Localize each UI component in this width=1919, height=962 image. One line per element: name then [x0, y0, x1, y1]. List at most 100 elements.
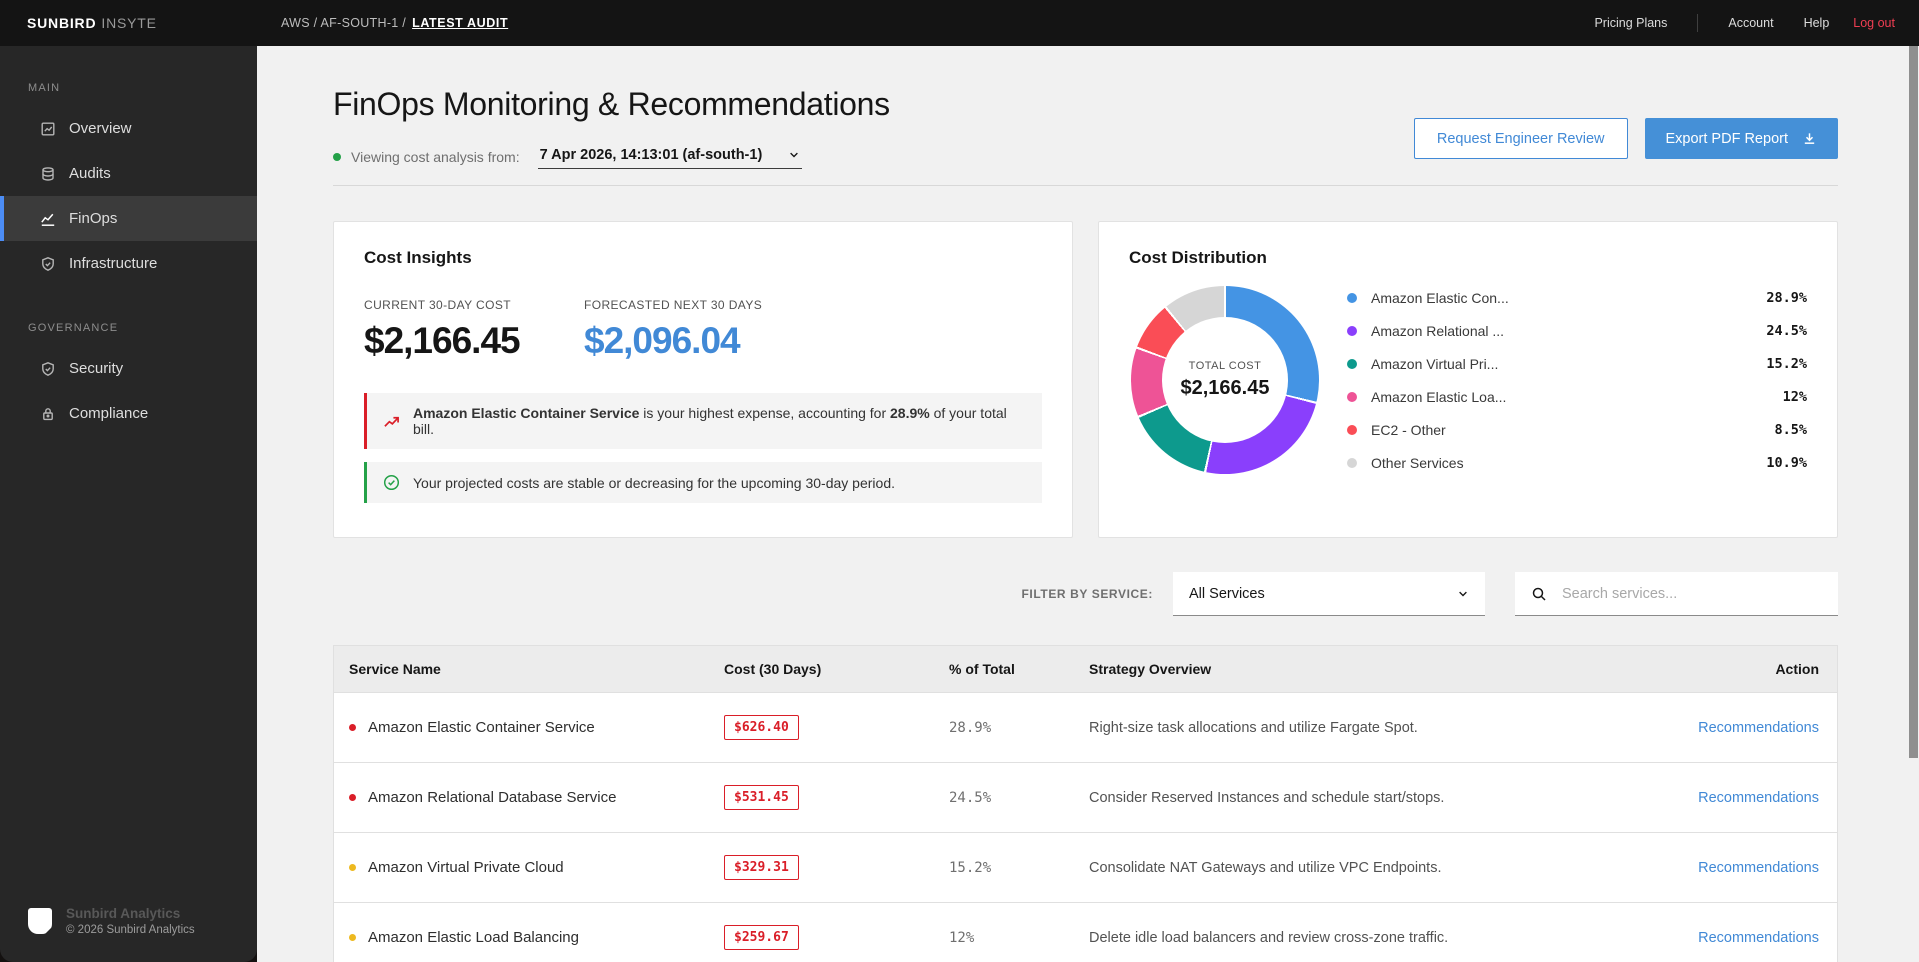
total-cost-value: $2,166.45 — [1180, 377, 1270, 399]
nav-help[interactable]: Help — [1803, 16, 1830, 30]
snapshot-value: 7 Apr 2026, 14:13:01 (af-south-1) — [539, 147, 763, 163]
action-cell: Recommendations — [1637, 719, 1819, 737]
legend-percent: 28.9% — [1766, 289, 1807, 306]
scrollbar-thumb[interactable] — [1909, 46, 1918, 758]
cost-cell: $531.45 — [724, 785, 949, 810]
legend-label: Other Services — [1371, 454, 1464, 471]
service-name-cell: Amazon Elastic Container Service — [349, 719, 724, 736]
services-table: Service Name Cost (30 Days) % of Total Stra… — [333, 645, 1838, 962]
column-header-strategy-overview: Strategy Overview — [1089, 661, 1212, 677]
service-name-cell: Amazon Elastic Load Balancing — [349, 929, 724, 946]
page-header: FinOps Monitoring & Recommendations View… — [333, 86, 1838, 186]
percent-cell: 12% — [949, 929, 975, 946]
cost-cell: $329.31 — [724, 855, 949, 880]
viewing-label: Viewing cost analysis from: — [351, 149, 520, 165]
forecast-stable-alert: Your projected costs are stable or decre… — [364, 462, 1042, 503]
legend-item-ec2-other: EC2 - Other 8.5% — [1347, 419, 1807, 440]
legend-percent: 8.5% — [1774, 421, 1807, 438]
top-bar: SUNBIRD INSYTE AWS / AF-SOUTH-1 / LATEST A… — [0, 0, 1919, 46]
legend-dot — [1347, 424, 1357, 435]
sidebar-item-security[interactable]: Security — [0, 346, 257, 391]
insight-alerts: Amazon Elastic Container Service is your… — [364, 393, 1042, 503]
sidebar-section-governance: GOVERNANCE — [28, 322, 119, 334]
logout-link[interactable]: Log out — [1853, 16, 1895, 30]
legend-percent: 10.9% — [1766, 454, 1807, 471]
sidebar-nav: MAIN Overview Audits FinOps Infrastructure GO… — [0, 46, 257, 436]
current-cost-label: CURRENT 30-DAY COST — [364, 298, 511, 312]
header-divider — [333, 185, 1838, 186]
main-content: FinOps Monitoring & Recommendations View… — [257, 46, 1919, 962]
search-box — [1515, 572, 1838, 616]
current-cost-value: $2,166.45 — [364, 320, 521, 361]
percent-cell: 15.2% — [949, 859, 992, 876]
sidebar-item-compliance[interactable]: Compliance — [0, 391, 257, 436]
table-header-row: Service Name Cost (30 Days) % of Total Stra… — [334, 646, 1837, 692]
legend-percent: 15.2% — [1766, 355, 1807, 372]
column-header-of-total: % of Total — [949, 661, 1015, 677]
sidebar-item-finops[interactable]: FinOps — [0, 196, 257, 241]
export-pdf-label: Export PDF Report — [1665, 130, 1789, 147]
service-name-cell: Amazon Relational Database Service — [349, 789, 724, 806]
donut-center: TOTAL COST $2,166.45 — [1162, 317, 1288, 443]
check-circle-icon — [383, 474, 400, 491]
severity-dot — [349, 934, 356, 941]
severity-dot — [349, 864, 356, 871]
chevron-down-icon — [788, 149, 800, 161]
alert-text: Amazon Elastic Container Service is your… — [413, 405, 1007, 437]
chevron-down-icon — [1457, 588, 1469, 600]
cost-badge: $259.67 — [724, 925, 799, 950]
snapshot-row: Viewing cost analysis from: 7 Apr 2026, … — [333, 145, 1838, 169]
recommendations-link[interactable]: Recommendations — [1698, 789, 1819, 806]
legend-dot — [1347, 358, 1357, 369]
cost-distribution-card: Cost Distribution TOTAL COST $2,166.45 A… — [1098, 221, 1838, 538]
forecast-cost-label: FORECASTED NEXT 30 DAYS — [584, 298, 763, 312]
sidebar-section-main: MAIN — [28, 82, 61, 94]
nav-divider — [1697, 14, 1699, 32]
search-icon — [1531, 586, 1547, 602]
header-actions: Request Engineer Review Export PDF Repor… — [1413, 118, 1838, 159]
total-cost-label: TOTAL COST — [1188, 360, 1262, 372]
brand-light: INSYTE — [101, 15, 157, 31]
recommendations-link[interactable]: Recommendations — [1698, 929, 1819, 946]
nav-account[interactable]: Account — [1728, 16, 1774, 30]
cost-badge: $329.31 — [724, 855, 799, 880]
infrastructure-icon — [40, 256, 56, 272]
page-title: FinOps Monitoring & Recommendations — [333, 86, 890, 122]
summary-cards: Cost Insights CURRENT 30-DAY COST $2,166… — [333, 221, 1838, 538]
sidebar-item-label: Compliance — [69, 405, 149, 422]
service-filter-value: All Services — [1189, 585, 1265, 602]
legend-dot — [1347, 325, 1357, 336]
app-logo: SUNBIRD INSYTE — [0, 15, 257, 31]
sidebar-item-infrastructure[interactable]: Infrastructure — [0, 241, 257, 286]
service-filter-select[interactable]: All Services — [1173, 572, 1485, 616]
legend-item-amazon-elastic-con: Amazon Elastic Con... 28.9% — [1347, 287, 1807, 308]
legend-dot — [1347, 457, 1357, 468]
cost-cell: $259.67 — [724, 925, 949, 950]
topbar-nav: Pricing Plans Account Help — [1594, 14, 1853, 32]
snapshot-select[interactable]: 7 Apr 2026, 14:13:01 (af-south-1) — [537, 145, 803, 169]
breadcrumb-current-link[interactable]: LATEST AUDIT — [412, 16, 509, 30]
legend-label: Amazon Elastic Con... — [1371, 289, 1509, 306]
request-review-button[interactable]: Request Engineer Review — [1413, 118, 1628, 159]
cost-insights-card: Cost Insights CURRENT 30-DAY COST $2,166… — [333, 221, 1073, 538]
recommendations-link[interactable]: Recommendations — [1698, 859, 1819, 876]
cost-stats: CURRENT 30-DAY COST $2,166.45 FORECASTED… — [364, 298, 1042, 362]
legend-label: Amazon Virtual Pri... — [1371, 355, 1499, 372]
legend-dot — [1347, 292, 1357, 303]
severity-dot — [349, 794, 356, 801]
legend-dot — [1347, 391, 1357, 402]
sidebar-item-audits[interactable]: Audits — [0, 151, 257, 196]
sidebar-item-label: Infrastructure — [69, 255, 158, 272]
recommendations-link[interactable]: Recommendations — [1698, 719, 1819, 736]
breadcrumb: AWS / AF-SOUTH-1 / LATEST AUDIT — [281, 16, 508, 30]
cost-badge: $531.45 — [724, 785, 799, 810]
sidebar-item-overview[interactable]: Overview — [0, 106, 257, 151]
nav-pricing-plans[interactable]: Pricing Plans — [1594, 16, 1668, 30]
cost-badge: $626.40 — [724, 715, 799, 740]
percent-cell: 24.5% — [949, 789, 992, 806]
donut-legend: Amazon Elastic Con... 28.9% Amazon Relatio… — [1347, 287, 1807, 473]
strategy-cell: Consolidate NAT Gateways and utilize VPC… — [1089, 859, 1442, 876]
export-pdf-button[interactable]: Export PDF Report — [1644, 118, 1838, 159]
donut-chart: TOTAL COST $2,166.45 — [1131, 286, 1319, 474]
search-input[interactable] — [1560, 584, 1822, 603]
